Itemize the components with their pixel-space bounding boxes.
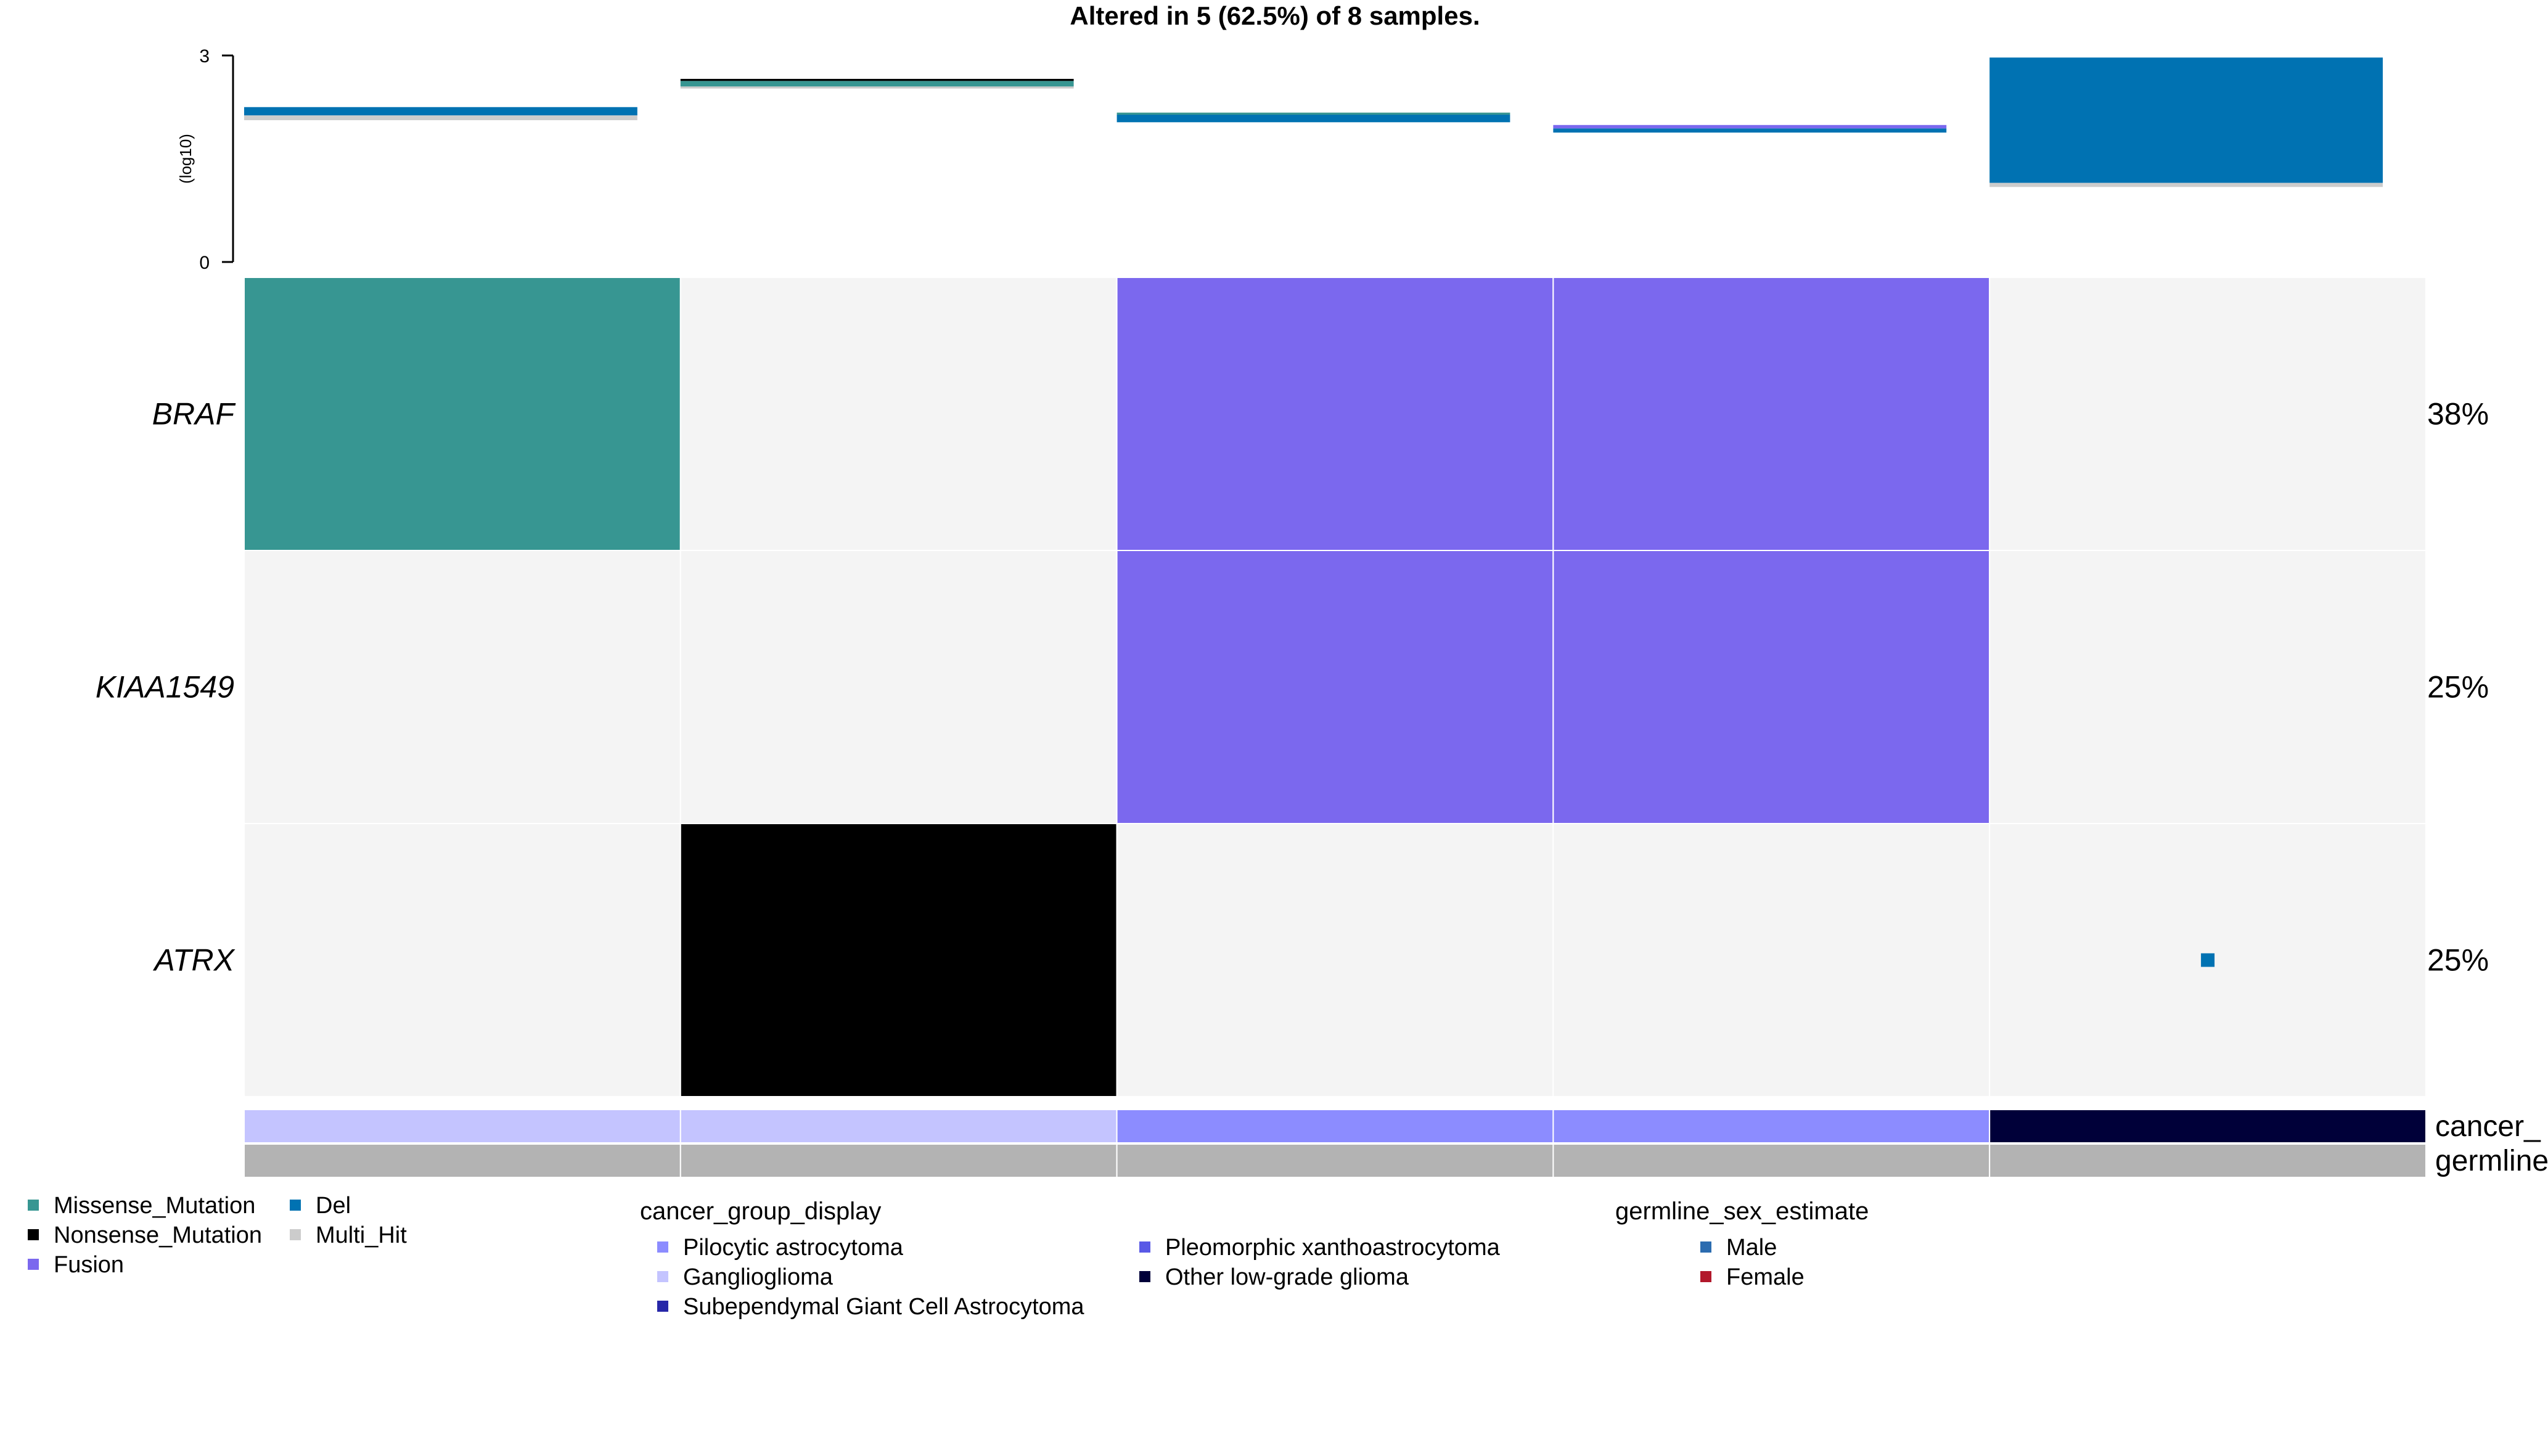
annotation-cell-cancer-group-display <box>244 1109 681 1143</box>
percent-label: 25% <box>2427 670 2489 705</box>
bar-segment-multi-hit <box>680 86 1074 89</box>
legend-pleomorphic-xanthoastrocytoma-swatch <box>1139 1241 1150 1253</box>
matrix-cell <box>1989 277 2427 551</box>
legend-ganglioglioma-label: Ganglioglioma <box>683 1264 834 1290</box>
legend-other-low-grade-glioma-swatch <box>1139 1271 1150 1282</box>
annotation-label-germline-sex-estimate: germline <box>2435 1145 2548 1177</box>
cell-fusion <box>1116 550 1554 824</box>
annotation-cell-germline-sex-estimate <box>1552 1143 1991 1178</box>
legend-subependymal-giant-cell-astrocytoma-label: Subependymal Giant Cell Astrocytoma <box>683 1294 1084 1320</box>
percent-label: 38% <box>2427 397 2489 431</box>
percent-label: 25% <box>2427 943 2489 978</box>
legend-nonsense-mutation-swatch <box>28 1229 39 1240</box>
gene-label-kiaa1549: KIAA1549 <box>96 670 234 705</box>
bar-segment-multi-hit <box>1989 182 2383 187</box>
bar-segment-del <box>1989 57 2383 183</box>
legend-title-germline-sex: germline_sex_estimate <box>1615 1198 1869 1225</box>
annotation-cell-cancer-group-display <box>1116 1109 1554 1143</box>
legend-multi-hit-swatch <box>290 1229 301 1240</box>
legend-male-swatch <box>1700 1241 1711 1253</box>
legend-pleomorphic-xanthoastrocytoma-label: Pleomorphic xanthoastrocytoma <box>1165 1235 1501 1261</box>
annotation-cell-cancer-group-display <box>1552 1109 1991 1143</box>
legend-male-label: Male <box>1726 1235 1777 1261</box>
cell-nonsense-mutation <box>679 823 1118 1097</box>
legend-del-swatch <box>290 1200 301 1211</box>
gene-label-atrx: ATRX <box>152 943 235 978</box>
annotation-cell-germline-sex-estimate <box>679 1143 1118 1178</box>
matrix-cell <box>1116 823 1554 1097</box>
legend-ganglioglioma-swatch <box>657 1271 668 1282</box>
legend: Missense_Mutation Nonsense_Mutation Fusion… <box>28 1193 1869 1320</box>
cell-fusion <box>1552 277 1991 551</box>
legend-other-low-grade-glioma-label: Other low-grade glioma <box>1165 1264 1409 1290</box>
legend-title-cancer-group: cancer_group_display <box>640 1198 881 1225</box>
legend-missense-mutation-swatch <box>28 1200 39 1211</box>
legend-missense-mutation-label: Missense_Mutation <box>54 1193 255 1219</box>
legend-female-swatch <box>1700 1271 1711 1282</box>
matrix-cell <box>244 550 681 824</box>
legend-fusion-label: Fusion <box>54 1252 124 1278</box>
y-tick-label: 0 <box>199 253 210 273</box>
legend-multi-hit-label: Multi_Hit <box>316 1222 407 1248</box>
bar-segment-nonsense-mutation <box>680 78 1074 81</box>
y-axis-label: (log10) <box>176 134 195 184</box>
annotation-cell-germline-sex-estimate <box>1116 1143 1554 1178</box>
legend-fusion-swatch <box>28 1259 39 1270</box>
matrix-cell <box>679 277 1118 551</box>
bar-segment-del <box>1116 115 1510 123</box>
top-bar-panel: 0 3 (log10) <box>176 46 2383 273</box>
chart-title: Altered in 5 (62.5%) of 8 samples. <box>1070 1 1480 30</box>
gene-label-braf: BRAF <box>152 397 236 431</box>
bar-segment-del <box>1553 128 1947 133</box>
matrix-cell <box>1989 550 2427 824</box>
bar-segment-del <box>244 107 637 116</box>
legend-female-label: Female <box>1726 1264 1804 1290</box>
bar-segment-multi-hit <box>244 115 637 120</box>
y-tick-label: 3 <box>199 46 210 67</box>
annotation-cell-cancer-group-display <box>1989 1109 2427 1143</box>
bar-segment-missense-mutation <box>680 81 1074 87</box>
annotation-cell-cancer-group-display <box>679 1109 1118 1143</box>
matrix-cell <box>679 550 1118 824</box>
matrix-cell <box>244 823 681 1097</box>
legend-pilocytic-astrocytoma-swatch <box>657 1241 668 1253</box>
cell-fusion <box>1552 550 1991 824</box>
cell-fusion <box>1116 277 1554 551</box>
matrix-cell <box>1552 823 1991 1097</box>
annotation-tracks: cancer_germline <box>244 1109 2548 1178</box>
annotation-cell-germline-sex-estimate <box>1989 1143 2427 1178</box>
annotation-label-cancer-group-display: cancer_ <box>2435 1110 2541 1143</box>
legend-nonsense-mutation-label: Nonsense_Mutation <box>54 1222 262 1248</box>
mutation-matrix: BRAF 38% KIAA1549 25% ATRX 25% <box>96 277 2489 1097</box>
cell-missense-mutation <box>244 277 681 551</box>
legend-del-label: Del <box>316 1193 351 1219</box>
legend-pilocytic-astrocytoma-label: Pilocytic astrocytoma <box>683 1235 904 1261</box>
legend-subependymal-giant-cell-astrocytoma-swatch <box>657 1301 668 1312</box>
annotation-cell-germline-sex-estimate <box>244 1143 681 1178</box>
bar-segment-fusion <box>1553 125 1947 129</box>
bar-segment-missense-mutation <box>1116 112 1510 115</box>
cell-del <box>2201 953 2215 967</box>
